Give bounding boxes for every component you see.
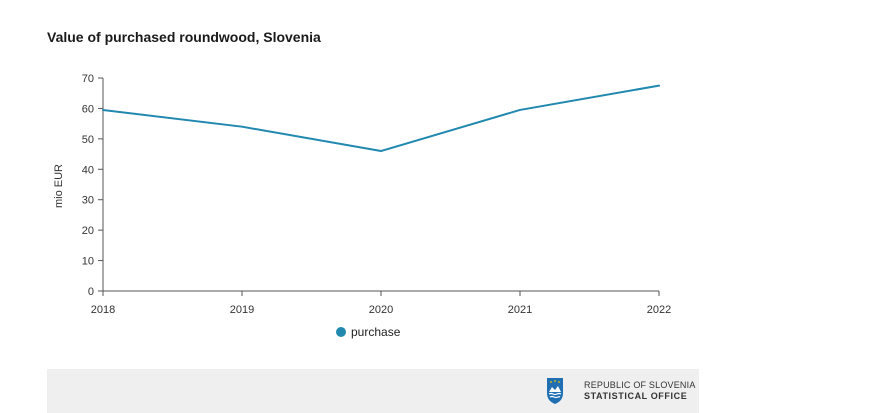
x-tick-label: 2019 <box>230 304 254 316</box>
data-point <box>378 148 384 154</box>
data-point <box>517 107 523 113</box>
chart-title: Value of purchased roundwood, Slovenia <box>47 29 321 45</box>
data-point <box>100 107 106 113</box>
x-tick-label: 2020 <box>369 304 393 316</box>
legend-label-purchase: purchase <box>351 325 401 339</box>
org-name[interactable]: REPUBLIC OF SLOVENIA STATISTICAL OFFICE <box>584 380 696 402</box>
legend-marker-purchase <box>336 327 346 337</box>
y-tick-label: 30 <box>82 195 94 207</box>
series-layer <box>100 83 662 154</box>
x-tick-label: 2022 <box>647 304 671 316</box>
y-tick-label: 20 <box>82 225 94 237</box>
y-tick-label: 40 <box>82 164 94 176</box>
org-name-line2: STATISTICAL OFFICE <box>584 391 688 401</box>
y-tick-label: 60 <box>82 103 94 115</box>
y-tick-label: 10 <box>82 256 94 268</box>
y-tick-label: 70 <box>82 73 94 85</box>
x-axis: 2018 2019 2020 2021 2022 <box>91 290 671 316</box>
y-tick-label: 0 <box>88 286 94 298</box>
footer-bar <box>47 369 699 413</box>
legend[interactable]: purchase <box>336 325 401 339</box>
x-tick-label: 2021 <box>508 304 532 316</box>
data-point <box>239 124 245 130</box>
x-tick-label: 2018 <box>91 304 115 316</box>
line-chart: 0 10 20 30 40 50 60 70 2018 2019 2020 2021 2022 mio… <box>53 73 671 339</box>
series-line-purchase <box>102 84 660 153</box>
y-tick-label: 50 <box>82 134 94 146</box>
data-point <box>656 83 662 89</box>
org-name-line1: REPUBLIC OF SLOVENIA <box>584 380 696 390</box>
y-axis-label: mio EUR <box>53 164 65 208</box>
slovenia-coat-of-arms-icon <box>547 378 563 404</box>
y-axis: 0 10 20 30 40 50 60 70 <box>82 73 104 298</box>
